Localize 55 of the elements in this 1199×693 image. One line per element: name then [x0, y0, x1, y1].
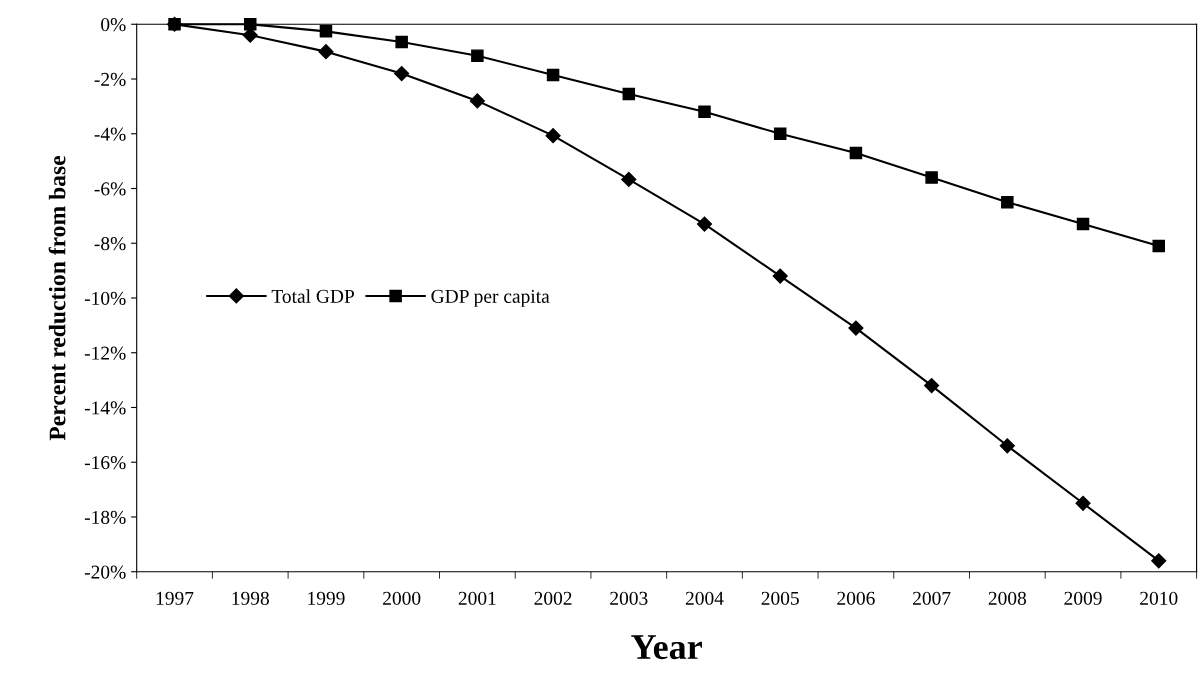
point — [1151, 553, 1167, 569]
y-tick-label: -6% — [94, 182, 126, 196]
x-tick-label: 2001 — [458, 591, 496, 605]
point — [772, 268, 788, 284]
y-axis-title: Percent reduction from base — [48, 155, 66, 441]
y-tick-label: -20% — [84, 565, 126, 579]
point — [243, 18, 257, 31]
point — [848, 320, 864, 336]
y-tick-label: -18% — [84, 510, 126, 524]
point — [319, 25, 333, 38]
point — [696, 216, 713, 232]
y-tick-label: -16% — [84, 456, 126, 470]
point — [545, 128, 561, 144]
y-tick-label: -14% — [84, 401, 126, 415]
x-tick-label: 1999 — [308, 591, 345, 605]
point — [924, 378, 940, 394]
point — [1152, 239, 1165, 253]
legend-label: Total GDP — [271, 289, 354, 303]
x-tick-label: 2002 — [534, 591, 572, 605]
x-tick-label: 2003 — [610, 591, 648, 605]
x-tick-label: 1998 — [232, 591, 269, 605]
y-tick-label: -8% — [94, 237, 126, 251]
y-tick-label: -10% — [84, 291, 126, 305]
x-tick-label: 2009 — [1064, 591, 1102, 605]
x-tick-label: 2004 — [685, 591, 724, 605]
point — [168, 18, 181, 31]
point — [849, 146, 863, 160]
point — [621, 171, 637, 188]
point — [622, 87, 636, 101]
point — [469, 93, 485, 109]
x-tick-label: 2005 — [761, 591, 799, 605]
x-axis-title: Year — [631, 635, 702, 660]
point — [471, 49, 484, 62]
y-tick-label: 0% — [101, 18, 126, 32]
y-tick-label: -2% — [94, 72, 126, 86]
point — [318, 44, 334, 60]
point — [394, 65, 410, 82]
point — [999, 438, 1015, 454]
y-tick-label: -4% — [94, 127, 126, 141]
point — [925, 171, 938, 184]
point — [1076, 217, 1090, 231]
x-tick-label: 2000 — [383, 591, 421, 605]
x-tick-label: 2008 — [988, 591, 1027, 605]
point — [1001, 195, 1014, 209]
x-tick-label: 2006 — [837, 591, 875, 605]
x-tick-label: 2007 — [913, 591, 951, 605]
y-tick-label: -12% — [84, 346, 126, 360]
point — [1075, 495, 1091, 511]
point — [395, 35, 408, 49]
x-tick-label: 2010 — [1140, 591, 1178, 605]
x-tick-label: 1997 — [156, 591, 194, 605]
point — [698, 105, 711, 119]
point — [546, 68, 560, 82]
point — [773, 127, 787, 140]
legend-label: GDP per capita — [431, 289, 550, 307]
